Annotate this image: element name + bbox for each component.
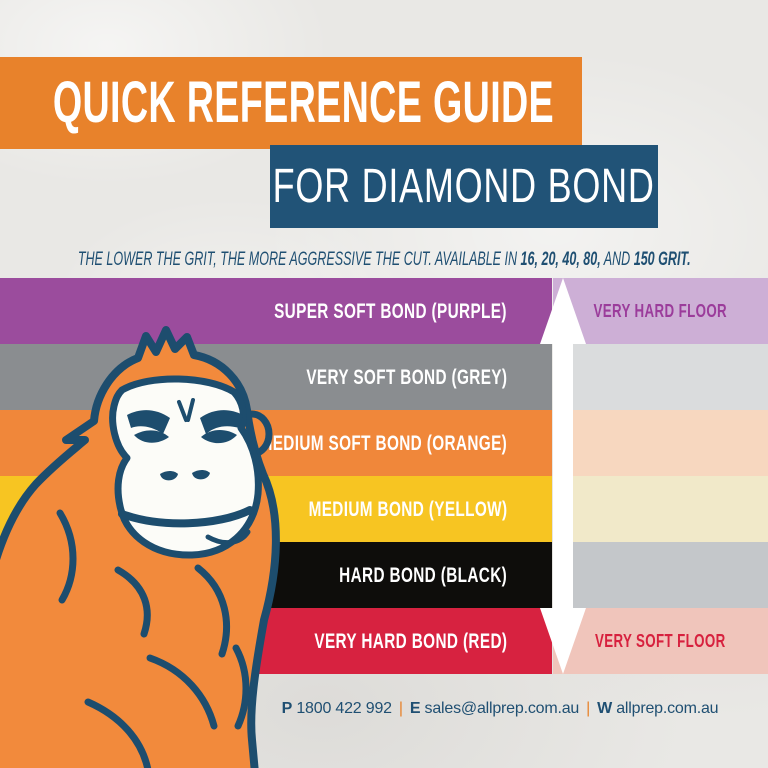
email-address: sales@allprep.com.au [424,700,580,717]
floor-label: VERY HARD FLOOR [593,301,728,321]
floor-tint [573,476,768,542]
hardness-arrow [553,344,573,608]
page-subtitle: FOR DIAMOND BOND [272,159,656,213]
separator: | [398,700,403,717]
bond-label: MEDIUM BOND (YELLOW) [308,497,507,521]
bond-label: HARD BOND (BLACK) [338,563,507,587]
floor-tint: VERY SOFT FLOOR [553,608,768,674]
floor-tint [573,410,768,476]
bond-label: SUPER SOFT BOND (PURPLE) [274,299,507,323]
bond-band: SUPER SOFT BOND (PURPLE) [0,278,552,344]
floor-tint [573,344,768,410]
arrow-up-icon [540,278,586,344]
phone-number: 1800 422 992 [296,700,392,717]
bond-label: VERY SOFT BOND (GREY) [305,365,507,389]
title-banner: QUICK REFERENCE GUIDE [0,57,582,149]
separator: | [586,700,591,717]
web-label: W [597,700,612,717]
floor-tint [573,542,768,608]
intro-text: THE LOWER THE GRIT, THE MORE AGGRESSIVE … [77,248,691,270]
contact-footer: P 1800 422 992 | E sales@allprep.com.au | W … [230,696,768,722]
floor-tint: VERY HARD FLOOR [553,278,768,344]
arrow-down-icon [540,608,586,674]
bond-band: VERY SOFT BOND (GREY) [0,344,552,410]
bond-label: VERY HARD BOND (RED) [314,629,507,653]
intro-line: THE LOWER THE GRIT, THE MORE AGGRESSIVE … [0,246,768,272]
page-title: QUICK REFERENCE GUIDE [52,70,554,135]
floor-label: VERY SOFT FLOOR [595,631,726,651]
subtitle-banner: FOR DIAMOND BOND [270,145,658,228]
bond-label: MEDIUM SOFT BOND (ORANGE) [259,431,507,455]
bond-row-very-soft: VERY SOFT BOND (GREY) [0,344,768,410]
web-address: allprep.com.au [616,700,719,717]
gorilla-mascot-illustration [0,326,280,768]
phone-label: P [281,700,293,717]
email-label: E [409,700,421,717]
bond-row-super-soft: SUPER SOFT BOND (PURPLE) VERY HARD FLOOR [0,278,768,344]
